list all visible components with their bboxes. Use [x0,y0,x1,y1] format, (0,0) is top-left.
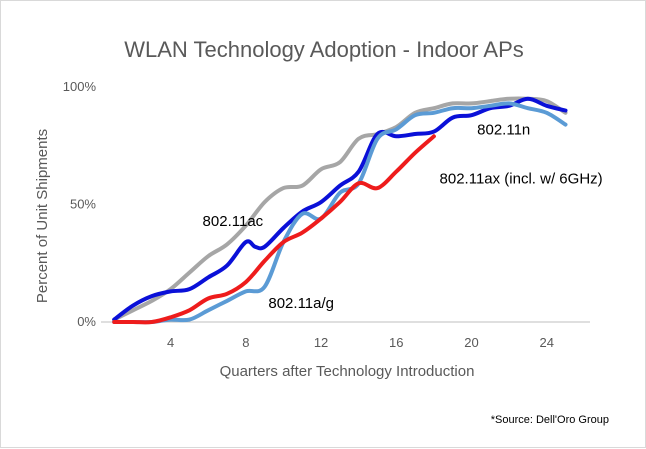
series-label: 802.11ac [203,213,264,230]
y-tick-label: 100% [63,79,97,94]
x-tick-label: 16 [389,335,403,350]
x-tick-label: 24 [540,335,554,350]
chart-title: WLAN Technology Adoption - Indoor APs [124,37,524,62]
series-label: 802.11ax (incl. w/ 6GHz) [440,171,603,188]
series-group [112,96,568,325]
x-axis-label: Quarters after Technology Introduction [220,363,475,380]
series-labels: 802.11ac 802.11a/g 802.11ax (incl. w/ 6GHz… [203,121,603,312]
series-line-802-11n [112,96,568,322]
x-axis-ticks: 4 8 12 16 20 24 [167,335,554,350]
series-label: 802.11n [477,121,530,138]
y-axis-ticks: 0% 50% 100% [63,79,97,329]
series-label: 802.11a/g [268,295,334,312]
series-line-802-11a-g [112,101,568,325]
y-tick-label: 50% [70,197,96,212]
x-tick-label: 4 [167,335,174,350]
series-line-802-11ac [112,96,568,322]
y-axis-label: Percent of Unit Shipments [34,129,51,303]
source-note: *Source: Dell'Oro Group [491,414,609,426]
x-tick-label: 12 [314,335,328,350]
x-tick-label: 20 [464,335,478,350]
y-tick-label: 0% [77,314,96,329]
series-line-802-11ax-incl-w-6ghz [112,134,436,325]
x-tick-label: 8 [242,335,249,350]
